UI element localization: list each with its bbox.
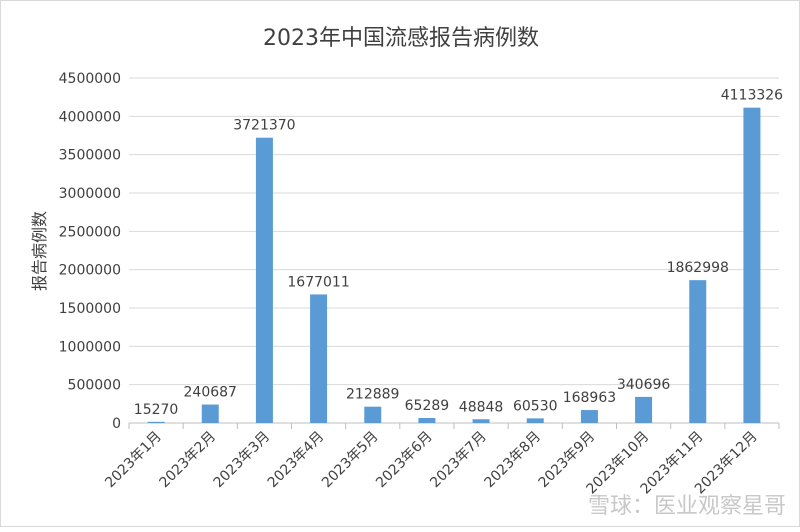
bar	[310, 294, 328, 423]
y-tick-label: 2500000	[59, 224, 121, 240]
y-tick-label: 0	[112, 416, 121, 432]
x-tick-label: 2023年1月	[102, 429, 165, 492]
data-label: 212889	[346, 387, 399, 403]
y-tick-label: 1500000	[59, 301, 121, 317]
data-label: 340696	[617, 377, 671, 393]
bar	[364, 406, 382, 423]
data-label: 4113326	[721, 88, 783, 104]
data-label: 168963	[563, 390, 616, 406]
data-label: 60530	[513, 398, 558, 414]
bar	[743, 107, 761, 423]
bar	[418, 417, 436, 423]
data-label: 240687	[184, 385, 237, 401]
chart-title: 2023年中国流感报告病例数	[263, 26, 539, 51]
y-tick-label: 500000	[68, 378, 121, 394]
x-tick-label: 2023年7月	[427, 429, 490, 492]
bar	[255, 137, 273, 424]
data-label: 1862998	[667, 260, 729, 276]
data-label: 48848	[459, 399, 504, 415]
y-tick-label: 4000000	[59, 109, 121, 125]
data-label: 1677011	[287, 274, 349, 290]
bar	[201, 404, 219, 423]
bar	[580, 410, 598, 423]
x-tick-label: 2023年4月	[265, 429, 328, 492]
x-tick-label: 2023年6月	[373, 429, 436, 492]
y-tick-label: 1000000	[59, 339, 121, 355]
y-axis-label: 报告病例数	[30, 211, 49, 291]
data-label: 3721370	[233, 118, 295, 134]
bar	[526, 418, 544, 423]
watermark: 雪球：医业观察星哥	[588, 494, 786, 519]
data-label: 65289	[405, 398, 450, 414]
bar	[635, 396, 653, 423]
x-tick-label: 2023年8月	[481, 429, 544, 492]
y-tick-label: 3000000	[59, 186, 121, 202]
y-tick-label: 3500000	[59, 148, 121, 164]
y-tick-label: 4500000	[59, 71, 121, 87]
bar	[472, 419, 490, 423]
x-tick-label: 2023年5月	[319, 429, 382, 492]
bar	[689, 280, 707, 423]
y-tick-label: 2000000	[59, 263, 121, 279]
data-label: 15270	[134, 402, 179, 418]
x-tick-label: 2023年3月	[211, 429, 274, 492]
bar	[147, 421, 165, 423]
x-tick-label: 2023年2月	[156, 429, 219, 492]
